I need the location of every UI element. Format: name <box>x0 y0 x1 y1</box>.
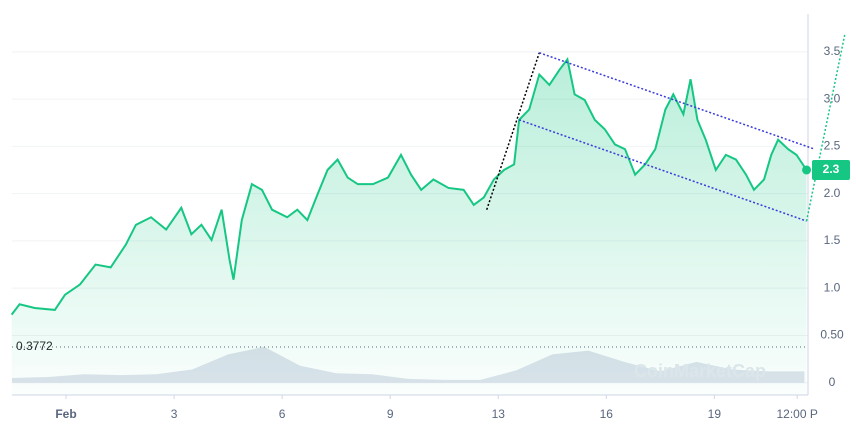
y-tick-label: 2.0 <box>824 186 841 200</box>
y-tick-label: 1.5 <box>824 233 841 247</box>
x-tick-label: 13 <box>492 407 506 421</box>
price-badge <box>812 159 850 180</box>
y-tick-label: 1.0 <box>824 280 841 294</box>
y-tick-label: 0.50 <box>820 328 844 342</box>
y-tick-label: 0 <box>829 375 836 389</box>
price-line <box>10 57 808 316</box>
x-tick-label: 16 <box>600 407 614 421</box>
x-tick-label: 3 <box>171 407 178 421</box>
x-tick-label: 9 <box>387 407 394 421</box>
trendline <box>486 52 541 210</box>
trendline <box>539 52 816 150</box>
current-dot <box>802 165 812 175</box>
trendline <box>518 119 807 222</box>
y-tick-label: 2.5 <box>824 139 841 153</box>
y-tick-label: 3.5 <box>824 44 841 58</box>
x-tick-label: 6 <box>279 407 286 421</box>
x-tick-label: Feb <box>55 407 76 421</box>
x-tick-label: 19 <box>708 407 722 421</box>
price-badge-label: 2.3 <box>823 162 840 176</box>
price-area <box>11 59 807 396</box>
x-tick-label: 12:00 P <box>777 407 818 421</box>
